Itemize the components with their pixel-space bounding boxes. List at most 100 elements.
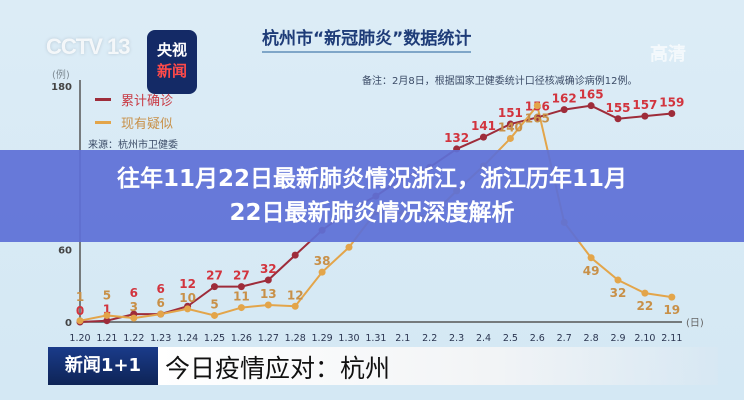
data-point: [76, 317, 84, 325]
data-label: 155: [605, 101, 630, 115]
x-tick-label: 2.9: [610, 333, 625, 344]
data-point: [533, 113, 541, 121]
data-label: 12: [179, 277, 196, 291]
x-tick-label: 2.1: [395, 333, 410, 344]
headline-banner: 往年11月22日最新肺炎情况浙江，浙江历年11月 22日最新肺炎情况深度解析: [0, 150, 744, 242]
data-point: [130, 314, 138, 322]
data-point: [587, 102, 595, 110]
data-point: [641, 112, 649, 120]
data-point: [157, 310, 165, 318]
data-point: [533, 102, 541, 110]
data-label: 49: [583, 264, 600, 278]
x-tick-label: 2.10: [634, 333, 655, 344]
data-label: 5: [103, 289, 111, 303]
data-label: 38: [314, 254, 331, 268]
data-label: 27: [206, 269, 223, 283]
data-point: [641, 289, 649, 297]
y-tick-label: 180: [51, 82, 72, 93]
chart-title: 杭州市“新冠肺炎”数据统计: [262, 24, 472, 53]
data-label: 151: [498, 106, 523, 120]
data-label: 27: [233, 269, 250, 283]
data-label: 159: [659, 96, 684, 110]
data-label: 10: [179, 291, 196, 305]
data-point: [614, 115, 622, 123]
logo-text-bottom: 新闻: [156, 62, 187, 80]
data-point: [318, 268, 326, 276]
data-point: [668, 293, 676, 301]
data-label: 13: [260, 287, 277, 301]
data-label: 12: [287, 288, 304, 302]
x-tick-label: 1.27: [258, 333, 279, 344]
x-tick-label: 2.3: [449, 333, 464, 344]
hd-watermark: 高清: [650, 44, 686, 65]
data-label: 0: [76, 304, 84, 318]
data-label: 22: [637, 299, 654, 313]
legend-item-confirmed: 累计确诊: [95, 90, 173, 109]
data-point: [184, 305, 192, 313]
x-tick-label: 1.22: [123, 333, 144, 344]
data-label: 6: [130, 286, 138, 300]
data-label: 6: [157, 296, 165, 310]
x-tick-label: 2.4: [476, 333, 491, 344]
data-point: [264, 301, 272, 309]
data-label: 32: [260, 262, 277, 276]
x-tick-label: 1.30: [338, 333, 359, 344]
data-label: 5: [210, 297, 218, 311]
x-tick-label: 1.21: [96, 333, 117, 344]
x-tick-label: 1.24: [177, 333, 198, 344]
data-point: [506, 120, 514, 128]
data-label: 32: [610, 286, 627, 300]
yangshi-news-logo: 央视 新闻: [147, 30, 197, 94]
data-label: 140: [498, 120, 523, 134]
legend-label: 累计确诊: [121, 94, 174, 109]
logo-text-top: 央视: [156, 41, 187, 59]
data-point: [237, 283, 245, 291]
data-label: 165: [579, 88, 604, 102]
x-tick-label: 2.11: [661, 333, 682, 344]
data-point: [103, 311, 111, 319]
data-label: 19: [663, 303, 680, 317]
data-point: [264, 276, 272, 284]
data-point: [211, 311, 218, 319]
news-1plus1-logo: 新闻1+1: [48, 347, 158, 385]
x-tick-label: 1.26: [231, 333, 252, 344]
x-tick-label: 1.28: [285, 333, 306, 344]
data-point: [587, 254, 595, 262]
data-point: [103, 317, 111, 325]
x-tick-label: 2.2: [422, 333, 437, 344]
data-point: [480, 133, 487, 141]
x-tick-label: 1.31: [365, 333, 386, 344]
data-label: 1: [103, 303, 111, 317]
headline-line-1: 往年11月22日最新肺炎情况浙江，浙江历年11月: [116, 166, 628, 192]
data-label: 132: [444, 131, 469, 145]
cctv-logo: CCTV 13: [46, 34, 130, 59]
news-caption: 今日疫情应对：杭州: [165, 354, 391, 383]
y-tick-label: 60: [58, 245, 72, 256]
chart-note: 备注：2月8日，根据国家卫健委统计口径核减确诊病例12例。: [362, 76, 638, 87]
x-axis-unit: (日): [686, 318, 704, 329]
data-label: 3: [130, 300, 138, 314]
data-label: 165: [525, 112, 550, 126]
data-label: 141: [471, 119, 496, 133]
chart-source: 来源：杭州市卫健委: [88, 140, 178, 151]
data-label: 11: [233, 290, 250, 304]
data-label: 157: [632, 98, 657, 112]
data-point: [506, 134, 514, 142]
data-point: [291, 302, 299, 310]
legend-item-suspected: 现有疑似: [95, 113, 173, 132]
x-tick-label: 1.23: [150, 333, 171, 344]
data-point: [345, 243, 353, 251]
data-point: [668, 110, 676, 118]
x-tick-label: 1.20: [69, 333, 90, 344]
news-lower-third: [158, 347, 718, 385]
legend-swatch: [95, 121, 111, 124]
data-label: 1: [76, 290, 84, 304]
data-point: [237, 304, 245, 312]
y-axis-unit: (例): [52, 70, 70, 81]
x-tick-label: 1.25: [204, 333, 225, 344]
data-point: [291, 251, 299, 259]
y-tick-label: 0: [65, 318, 72, 329]
legend-swatch: [95, 98, 111, 101]
x-tick-label: 1.29: [312, 333, 333, 344]
data-point: [560, 106, 568, 114]
